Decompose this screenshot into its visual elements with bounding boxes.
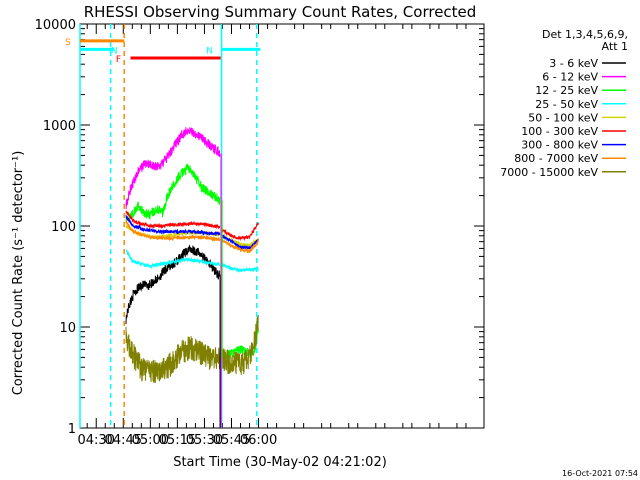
y-tick-label: 10	[59, 321, 76, 336]
x-tick-label: 04:30	[77, 433, 114, 448]
x-tick-label: 05:30	[186, 433, 223, 448]
x-tick-label: 05:45	[213, 433, 250, 448]
flag-label: N	[206, 46, 213, 56]
series-group	[125, 127, 259, 428]
series-line-tail	[221, 222, 259, 242]
y-axis-label: Corrected Count Rate (s⁻¹ detector⁻¹)	[11, 151, 26, 396]
flag-label: F	[116, 55, 121, 65]
series-line	[125, 326, 221, 384]
legend-label: 7000 - 15000 keV	[500, 166, 598, 179]
x-tick-label: 04:45	[105, 433, 142, 448]
legend-label: 3 - 6 keV	[549, 57, 598, 70]
chart-title: RHESSI Observing Summary Count Rates, Co…	[84, 3, 477, 21]
series-line	[125, 244, 221, 325]
footer-timestamp: 16-Oct-2021 07:54	[562, 469, 638, 478]
y-tick-label: 10000	[35, 18, 76, 33]
x-tick-label: 05:15	[159, 433, 196, 448]
y-tick-label: 1	[68, 422, 76, 437]
legend-header: Det 1,3,4,5,6,9,	[542, 28, 628, 41]
series-line-tail	[222, 314, 259, 375]
series-line	[125, 163, 221, 224]
y-axis: 1 10 100 1000 10000	[35, 18, 484, 437]
legend-label: 800 - 7000 keV	[514, 152, 598, 165]
legend-header: Att 1	[602, 40, 628, 53]
series-line	[125, 210, 221, 230]
legend-label: 6 - 12 keV	[542, 71, 598, 84]
legend-label: 12 - 25 keV	[535, 84, 598, 97]
x-tick-label: 05:00	[132, 433, 169, 448]
legend-label: 300 - 800 keV	[521, 139, 598, 152]
series-line	[125, 249, 221, 270]
flag-label: N	[111, 46, 118, 56]
flag-label: S	[65, 38, 71, 48]
legend-label: 100 - 300 keV	[521, 125, 598, 138]
y-tick-label: 100	[51, 220, 76, 235]
y-tick-label: 1000	[43, 119, 76, 134]
x-axis-label: Start Time (30-May-02 04:21:02)	[173, 455, 387, 470]
series-line	[125, 127, 221, 210]
legend-label: 25 - 50 keV	[535, 98, 598, 111]
series-line	[125, 219, 221, 242]
legend-label: 50 - 100 keV	[528, 111, 598, 124]
series-line-tail	[221, 238, 259, 254]
series-line-tail	[221, 262, 259, 273]
series-line	[125, 214, 221, 237]
x-tick-label: 06:00	[240, 433, 277, 448]
